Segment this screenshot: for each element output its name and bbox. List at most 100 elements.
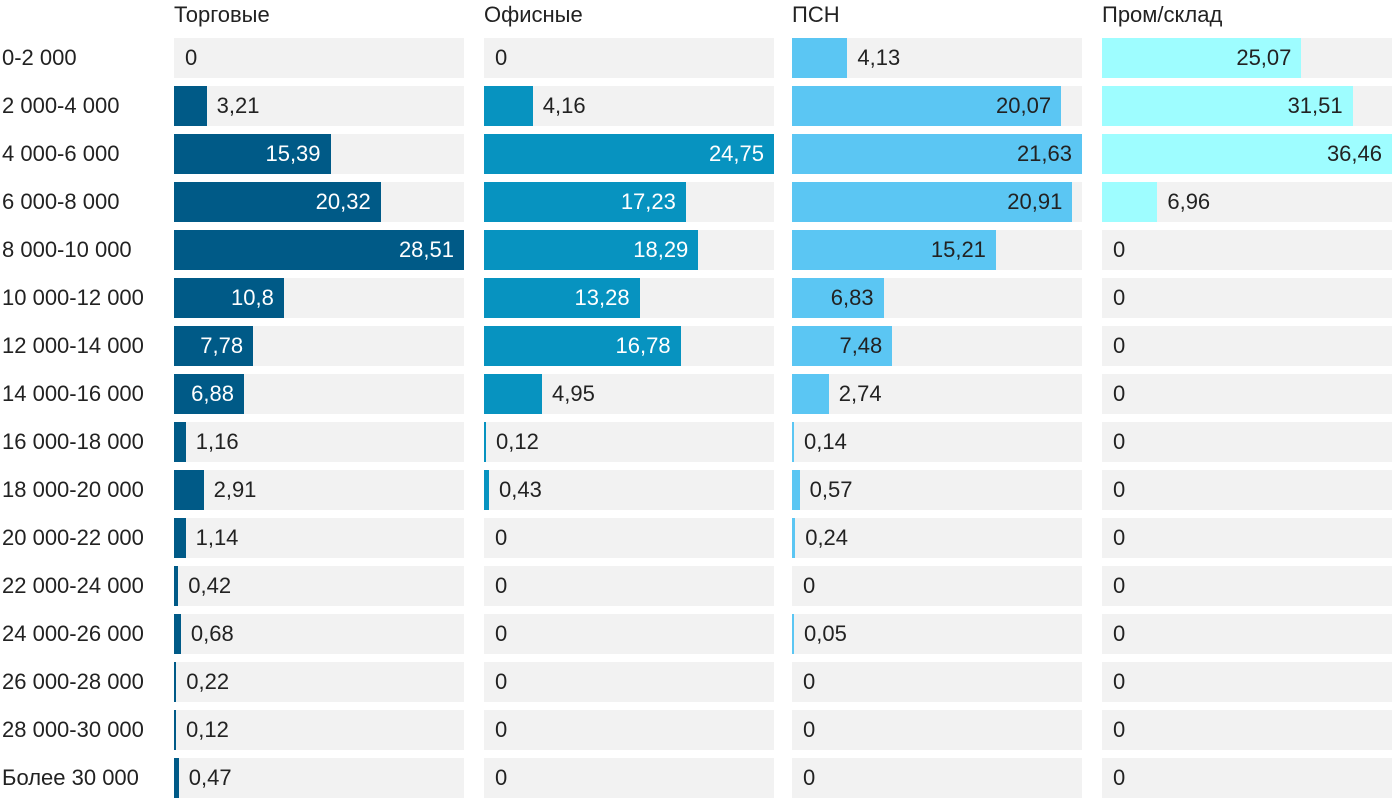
category-label: 28 000-30 000 <box>2 717 144 742</box>
data-label: 0 <box>1113 333 1126 358</box>
category-label: 2 000-4 000 <box>2 93 120 118</box>
data-label: 0 <box>1113 477 1126 502</box>
bar-track <box>174 566 464 606</box>
data-label: 0,47 <box>188 765 232 790</box>
category-label: 26 000-28 000 <box>2 669 144 694</box>
panel-title: Торговые <box>174 2 270 27</box>
bar <box>792 326 893 366</box>
bar-track <box>484 710 774 750</box>
bar <box>792 134 1082 174</box>
bar-track <box>174 422 464 462</box>
bar <box>792 38 848 78</box>
category-label: Более 30 000 <box>2 765 139 790</box>
bar-track <box>792 614 1082 654</box>
bar <box>792 86 1062 126</box>
data-label: 20,91 <box>1007 189 1063 214</box>
bar <box>174 518 186 558</box>
category-label: 24 000-26 000 <box>2 621 144 646</box>
bar-track <box>1102 422 1392 462</box>
data-label: 0 <box>1113 285 1126 310</box>
data-label: 0,12 <box>496 429 539 454</box>
bar <box>174 614 181 654</box>
data-label: 0 <box>1113 237 1126 262</box>
data-label: 0 <box>1113 381 1126 406</box>
bar <box>484 470 490 510</box>
bar-track <box>484 758 774 798</box>
bar <box>1102 86 1353 126</box>
data-label: 0,24 <box>805 525 849 550</box>
bar <box>174 662 177 702</box>
data-label: 0 <box>1113 429 1126 454</box>
data-label: 20,32 <box>315 189 371 214</box>
data-label: 1,16 <box>195 429 239 454</box>
data-label: 0,42 <box>188 573 232 598</box>
data-label: 0 <box>1113 765 1126 790</box>
bar-track <box>484 470 774 510</box>
data-label: 0 <box>803 669 816 694</box>
data-label: 6,96 <box>1167 189 1211 214</box>
bar-track <box>174 662 464 702</box>
data-label: 15,39 <box>265 141 321 166</box>
data-label: 0 <box>1113 573 1126 598</box>
bar-track <box>484 38 774 78</box>
data-label: 20,07 <box>996 93 1052 118</box>
bar-track <box>1102 614 1392 654</box>
data-label: 36,46 <box>1326 141 1382 166</box>
bar <box>174 278 284 318</box>
bar <box>484 422 486 462</box>
data-label: 4,95 <box>552 381 595 406</box>
bar-track <box>484 518 774 558</box>
data-label: 0 <box>1113 525 1126 550</box>
bar <box>174 326 254 366</box>
bar-track <box>484 422 774 462</box>
data-label: 6,88 <box>191 381 234 406</box>
category-label: 22 000-24 000 <box>2 573 144 598</box>
data-label: 0,12 <box>186 717 229 742</box>
data-label: 0 <box>495 573 508 598</box>
category-label: 8 000-10 000 <box>2 237 132 262</box>
bar-track <box>484 566 774 606</box>
data-label: 7,48 <box>839 333 883 358</box>
data-label: 0 <box>495 717 508 742</box>
data-label: 0,14 <box>804 429 847 454</box>
data-label: 6,83 <box>830 285 874 310</box>
bar-track <box>792 710 1082 750</box>
data-label: 0,43 <box>499 477 542 502</box>
bar-track <box>1102 230 1392 270</box>
data-label: 15,21 <box>930 237 986 262</box>
category-label: 10 000-12 000 <box>2 285 144 310</box>
bar-track <box>1102 518 1392 558</box>
data-label: 25,07 <box>1236 45 1292 70</box>
bar <box>792 518 796 558</box>
bar <box>792 614 794 654</box>
bar-track <box>792 374 1082 414</box>
data-label: 17,23 <box>620 189 676 214</box>
bar <box>1102 38 1302 78</box>
bar <box>174 422 186 462</box>
panel-title: Офисные <box>484 2 583 27</box>
bar <box>174 86 207 126</box>
bar-track <box>1102 662 1392 702</box>
data-label: 3,21 <box>216 93 260 118</box>
bar <box>484 278 640 318</box>
bar-track <box>792 518 1082 558</box>
bar <box>792 374 829 414</box>
data-label: 1,14 <box>195 525 239 550</box>
data-label: 0,57 <box>809 477 853 502</box>
bar-track <box>792 422 1082 462</box>
bar-track <box>484 662 774 702</box>
bar <box>792 182 1073 222</box>
data-label: 0 <box>1113 669 1126 694</box>
data-label: 28,51 <box>398 237 454 262</box>
data-label: 0 <box>1113 717 1126 742</box>
category-label: 4 000-6 000 <box>2 141 120 166</box>
category-label: 12 000-14 000 <box>2 333 144 358</box>
data-label: 0,05 <box>804 621 847 646</box>
data-label: 18,29 <box>633 237 689 262</box>
bar <box>792 470 800 510</box>
bar <box>484 182 686 222</box>
bar <box>174 566 179 606</box>
bar-track <box>1102 566 1392 606</box>
bar-track <box>174 614 464 654</box>
data-label: 24,75 <box>708 141 764 166</box>
